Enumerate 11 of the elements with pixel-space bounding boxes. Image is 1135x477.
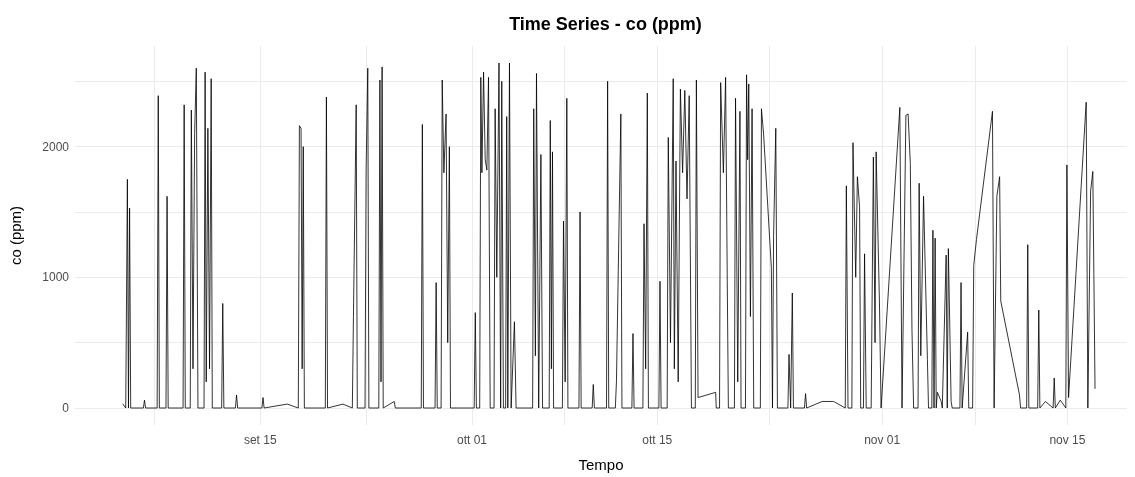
x-tick-label: ott 15 <box>642 433 673 447</box>
x-axis-title: Tempo <box>578 456 624 473</box>
y-tick-label: 0 <box>62 401 70 416</box>
x-tick-label: nov 01 <box>864 433 901 447</box>
y-tick-label: 2000 <box>42 139 70 154</box>
x-tick-label: set 15 <box>243 433 277 447</box>
y-axis-title: co (ppm) <box>7 205 24 266</box>
y-tick-label: 1000 <box>42 270 70 285</box>
x-tick-label: ott 01 <box>456 433 488 447</box>
x-tick-label: nov 15 <box>1049 433 1086 447</box>
chart-title: Time Series - co (ppm) <box>509 14 702 34</box>
